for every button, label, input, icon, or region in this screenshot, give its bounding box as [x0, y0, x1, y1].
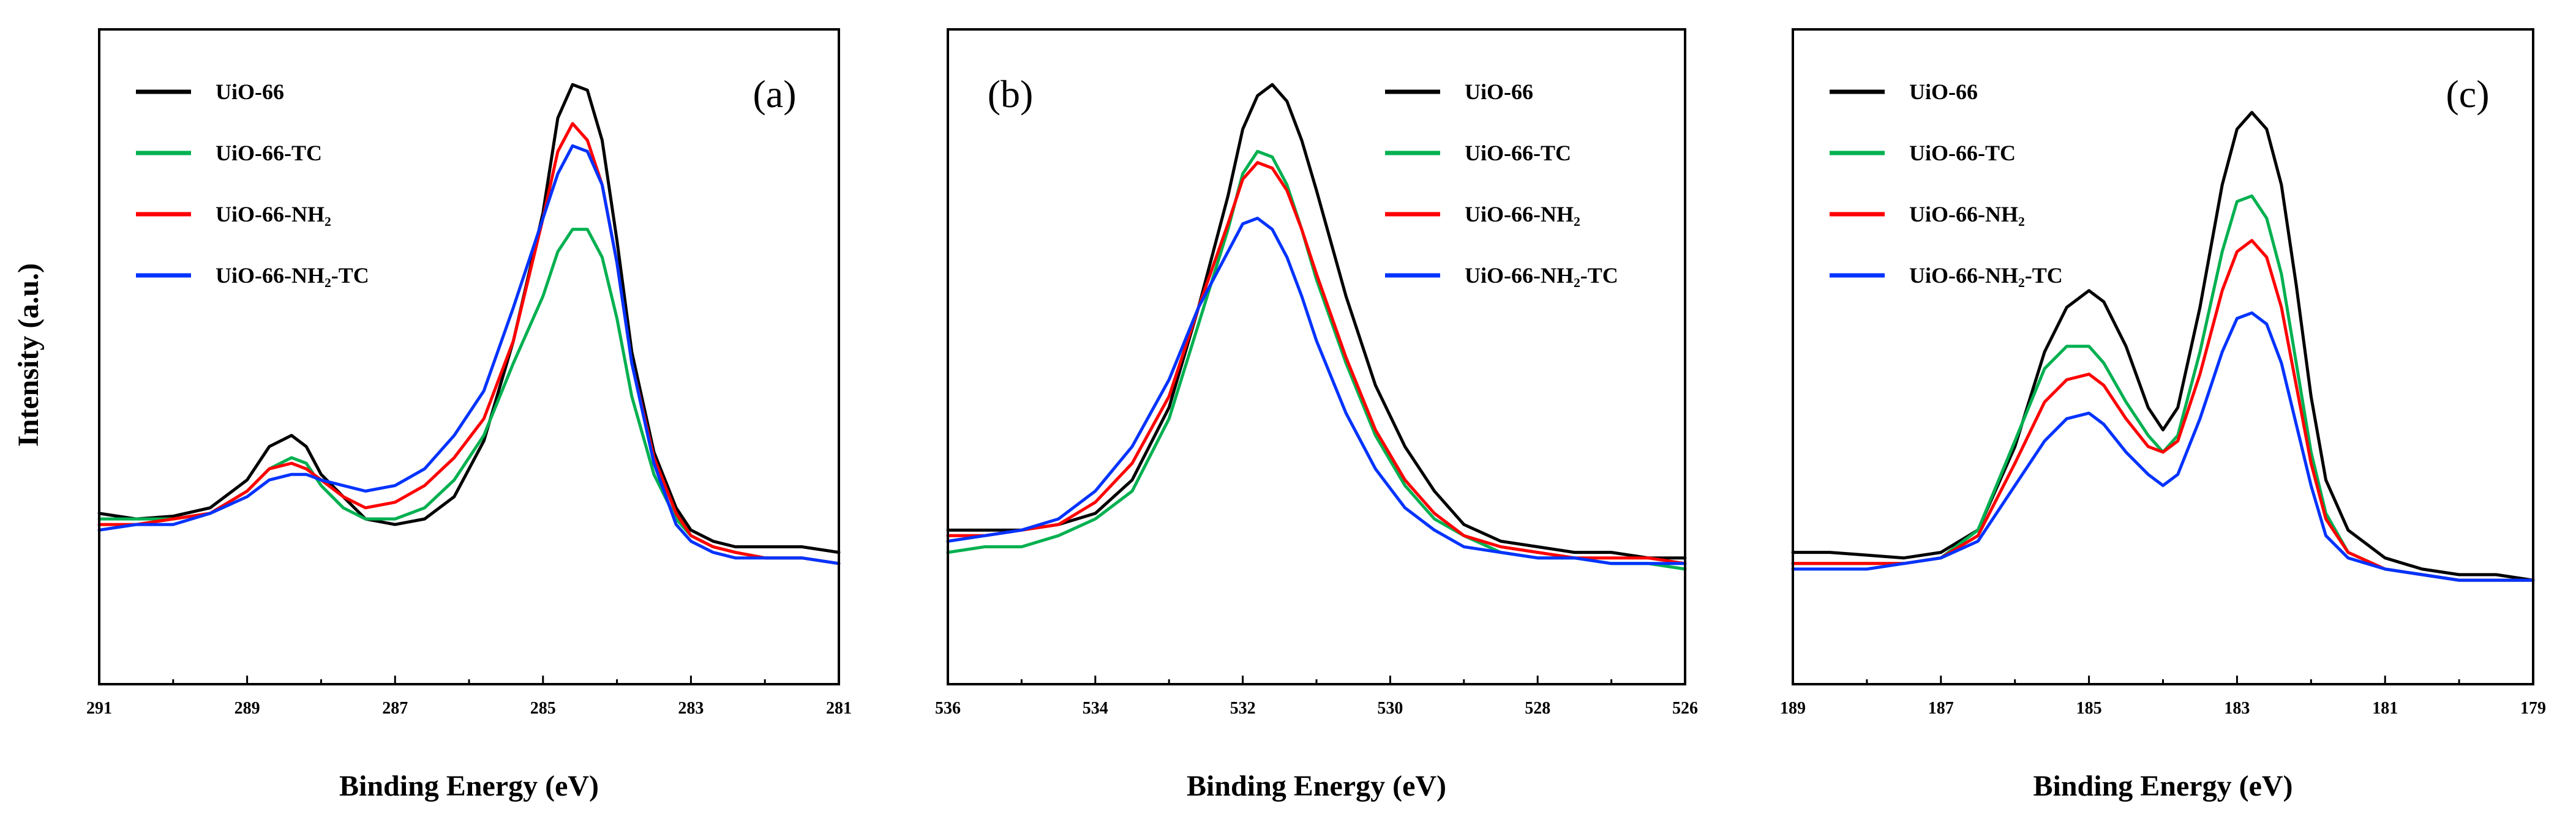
panel-b-legend: UiO-66 UiO-66-TC UiO-66-NH₂ UiO-66-NH₂-TC [1385, 80, 1618, 288]
panel-c-legend-label-uio-66-nh2-tc: UiO-66-NH₂-TC [1909, 263, 2063, 288]
panel-a-x-tick-label: 281 [826, 699, 852, 718]
panel-b-series [946, 83, 1687, 571]
panel-a-legend-label-uio-66-tc: UiO-66-TC [216, 141, 322, 165]
panel-a-legend: UiO-66 UiO-66-TC UiO-66-NH₂ UiO-66-NH₂-TC [136, 80, 369, 288]
panel-c-x-tick-label: 179 [2520, 699, 2546, 718]
panel-b-line-uio-66-nh2-tc [946, 217, 1687, 565]
panel-c-legend-label-uio-66-tc: UiO-66-TC [1909, 141, 2016, 165]
panel-c-x-tick-label: 187 [1928, 699, 1954, 718]
panel-c-line-uio-66 [1791, 111, 2535, 582]
panel-a-legend-label-uio-66-nh2: UiO-66-NH₂ [216, 202, 331, 226]
panel-c-x-axis-title: Binding Energy (eV) [2033, 770, 2292, 802]
panel-a-x-tick-label: 283 [678, 699, 704, 718]
panel-c-line-uio-66-nh2-tc [1791, 311, 2535, 582]
panel-b-x-tick-label: 534 [1083, 699, 1108, 718]
panel-c-series [1791, 111, 2535, 582]
panel-a: 291 289 287 285 283 281 (a) Binding Energy (e… [86, 28, 852, 802]
panel-c-line-uio-66-tc [1791, 194, 2535, 582]
panel-c-x-tick-label: 185 [2076, 699, 2102, 718]
panel-c-legend: UiO-66 UiO-66-TC UiO-66-NH₂ UiO-66-NH₂-TC [1830, 80, 2063, 288]
panel-a-x-ticks: 291 289 287 285 283 281 [86, 676, 852, 718]
panel-b-x-tick-label: 526 [1672, 699, 1698, 718]
panel-a-legend-label-uio-66-nh2-tc: UiO-66-NH₂-TC [216, 263, 369, 288]
panel-a-label: (a) [753, 72, 796, 116]
panel-a-x-tick-label: 285 [530, 699, 556, 718]
panel-b-label: (b) [988, 72, 1034, 116]
panel-a-legend-label-uio-66: UiO-66 [216, 80, 284, 104]
panel-b-x-tick-label: 532 [1230, 699, 1256, 718]
panel-b-x-tick-label: 536 [935, 699, 961, 718]
panel-c: 189 187 185 183 181 179 (c) Binding Energy (e… [1780, 28, 2546, 802]
panel-c-legend-label-uio-66-nh2: UiO-66-NH₂ [1909, 202, 2025, 226]
panel-b-x-tick-label: 528 [1525, 699, 1550, 718]
panel-c-x-ticks: 189 187 185 183 181 179 [1780, 676, 2546, 718]
panel-c-x-tick-label: 189 [1780, 699, 1806, 718]
panel-c-line-uio-66-nh2 [1791, 239, 2535, 582]
panel-b-line-uio-66-nh2 [946, 161, 1687, 565]
panel-a-x-tick-label: 287 [382, 699, 408, 718]
panel-b: 536 534 532 530 528 526 (b) Binding Energy (e… [935, 28, 1698, 802]
panel-a-line-uio-66-nh2-tc [97, 144, 841, 565]
panel-b-legend-label-uio-66: UiO-66 [1465, 80, 1533, 104]
panel-a-series [97, 83, 841, 565]
panel-b-legend-label-uio-66-nh2: UiO-66-NH₂ [1465, 202, 1580, 226]
panel-a-line-uio-66 [97, 83, 841, 554]
panel-b-frame [947, 28, 1686, 685]
panel-b-line-uio-66 [946, 83, 1687, 560]
panel-c-legend-label-uio-66: UiO-66 [1909, 80, 1978, 104]
panel-a-x-tick-label: 289 [235, 699, 260, 718]
panel-a-x-tick-label: 291 [86, 699, 112, 718]
panel-b-x-ticks: 536 534 532 530 528 526 [935, 676, 1698, 718]
panel-b-legend-label-uio-66-tc: UiO-66-TC [1465, 141, 1571, 165]
panel-b-legend-label-uio-66-nh2-tc: UiO-66-NH₂-TC [1465, 263, 1618, 288]
panel-a-x-axis-title: Binding Energy (eV) [339, 770, 599, 802]
y-axis-title: Intensity (a.u.) [12, 263, 45, 447]
panel-c-frame [1792, 28, 2534, 685]
panel-c-label: (c) [2446, 72, 2489, 116]
panel-c-x-tick-label: 181 [2372, 699, 2398, 718]
panel-a-line-uio-66-nh2 [97, 122, 841, 565]
panel-c-x-tick-label: 183 [2224, 699, 2250, 718]
panel-a-frame [98, 28, 840, 685]
panel-b-x-tick-label: 530 [1377, 699, 1403, 718]
panel-b-x-axis-title: Binding Energy (eV) [1187, 770, 1446, 802]
